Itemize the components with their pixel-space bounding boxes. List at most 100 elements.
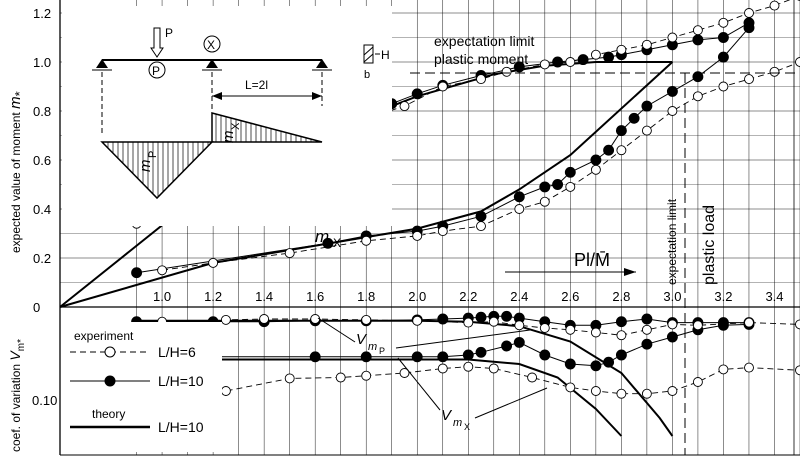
data-point — [743, 22, 755, 34]
data-point — [411, 88, 423, 100]
vmp-leader-1 — [317, 317, 356, 343]
data-point — [615, 349, 627, 361]
data-point — [590, 360, 602, 372]
y-title-top-sub: * — [12, 91, 27, 96]
data-point — [412, 315, 423, 326]
legend-l6-label: L/H=6 — [158, 344, 196, 360]
data-point — [718, 17, 729, 28]
y-axis-title-top: expected value of moment m* — [7, 91, 27, 253]
data-point — [590, 49, 601, 60]
x-tick-label: 1.2 — [204, 289, 222, 304]
curve-label-mx: m X — [315, 227, 341, 250]
y-tick-label: 0.2 — [33, 251, 51, 266]
legend-l10-label: L/H=10 — [158, 373, 204, 389]
data-point — [616, 44, 627, 55]
data-point — [603, 144, 615, 156]
data-point — [527, 372, 538, 383]
data-point — [667, 106, 678, 116]
data-point — [361, 235, 372, 246]
x-tick-label: 3.4 — [765, 289, 783, 304]
data-point — [220, 314, 231, 325]
vmp-subsub: P — [379, 346, 385, 356]
data-point — [641, 388, 652, 399]
limit-top-label: expectation limit — [434, 33, 534, 49]
data-point — [501, 310, 513, 322]
vmp-main: V — [356, 331, 368, 348]
data-point — [437, 81, 448, 92]
vmp-leader-2 — [395, 329, 531, 349]
data-point — [564, 166, 576, 178]
data-point — [475, 311, 487, 323]
data-point — [399, 368, 410, 378]
data-point — [259, 314, 270, 324]
data-point — [475, 346, 487, 358]
data-point — [667, 319, 678, 330]
data-point — [513, 61, 525, 73]
inset-diagram: P P X L=2l m P m X H b — [62, 6, 392, 226]
data-point — [744, 8, 754, 18]
span-label: L=2l — [245, 78, 268, 92]
plastic-load-annotation: expectation limit plastic load — [665, 73, 718, 455]
y-tick-label: 1.2 — [33, 6, 51, 21]
axes — [59, 0, 800, 456]
data-point — [666, 331, 678, 343]
data-point — [616, 388, 627, 399]
limit-bottom-label: plastic moment — [434, 51, 528, 67]
curve-mx-sub: X — [333, 236, 341, 250]
data-point — [577, 54, 589, 66]
data-point — [744, 317, 754, 328]
data-point — [641, 324, 652, 335]
legend-theory-label: L/H=10 — [158, 419, 204, 435]
x-tick-label: 2.6 — [561, 289, 579, 304]
data-point — [641, 338, 653, 350]
data-point — [795, 319, 800, 330]
y-title-bottom-symbol: V — [7, 350, 23, 361]
load-label: P — [165, 26, 173, 40]
data-point — [616, 330, 627, 341]
y-title-bottom-sub: m* — [16, 339, 27, 351]
vlimit-top-label: expectation limit — [665, 198, 679, 285]
data-point — [513, 336, 525, 348]
data-point — [399, 101, 410, 112]
vmx-sub: m — [453, 417, 462, 429]
node-p-circle — [148, 61, 166, 79]
moment-p-region — [100, 141, 214, 200]
data-point — [667, 32, 678, 43]
data-point — [692, 25, 703, 36]
data-point — [501, 340, 513, 352]
moment-hatching — [107, 114, 322, 197]
y-tick-label: 0.4 — [33, 202, 51, 217]
x-tick-label: 1.8 — [357, 289, 375, 304]
legend-l10-marker — [104, 375, 116, 387]
data-point — [717, 51, 729, 63]
y-axis-title-bottom-text: coef. of variation Vm* — [7, 339, 27, 452]
section-hatch-1 — [363, 46, 374, 56]
moment-x-main: m — [220, 131, 237, 144]
tick-labels: 0 0.2 0.4 0.6 0.8 1.0 1.2 0.10 1.0 1.2 1.4 1.6 1.8 2.… — [32, 6, 784, 408]
support-right-icon — [316, 59, 328, 68]
data-point — [795, 365, 800, 376]
section-hatch-2 — [363, 53, 374, 63]
x-tick-label: 2.2 — [459, 289, 477, 304]
data-point — [795, 57, 800, 67]
y-axis-title-bottom: coef. of variation Vm* — [7, 339, 27, 452]
vmx-subsub: X — [464, 422, 470, 432]
node-p-label: P — [152, 64, 160, 78]
data-point — [476, 74, 486, 85]
vmp-label: V m P — [317, 317, 531, 356]
data-point — [744, 74, 754, 85]
x-axis-label: Pl/M̄ — [505, 250, 636, 276]
data-point — [539, 59, 550, 70]
plastic-moment-annotation: expectation limit plastic moment — [410, 33, 800, 74]
data-point — [462, 349, 474, 361]
x-tick-label: 2.8 — [612, 289, 630, 304]
legend-l6-marker — [104, 346, 116, 358]
x-tick-label: 3.0 — [663, 289, 681, 304]
section-b-label: b — [364, 69, 370, 81]
data-point — [463, 361, 474, 372]
x-axis-label-text: Pl/M̄ — [574, 250, 610, 270]
data-point — [539, 181, 551, 193]
section-h-label: H — [381, 48, 390, 62]
data-point — [514, 204, 525, 214]
